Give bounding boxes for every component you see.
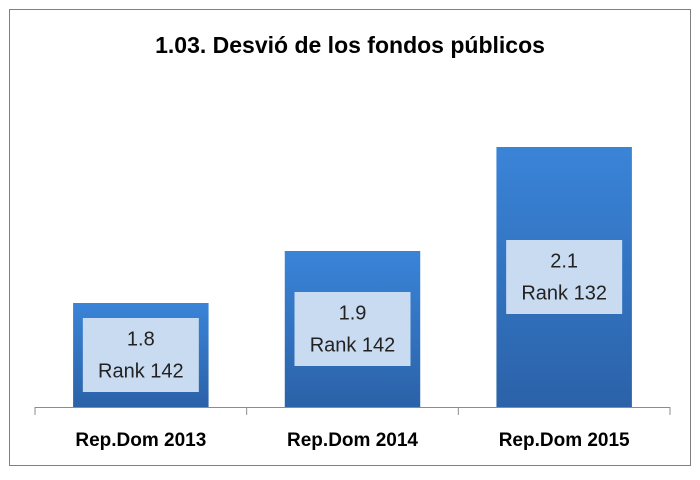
data-label-box [82,318,199,392]
data-label: 1.8 [127,328,155,350]
x-tick-label: Rep.Dom 2015 [499,430,630,451]
data-label: 1.9 [339,302,367,324]
x-tick-label: Rep.Dom 2013 [75,430,206,451]
data-label-box [506,240,623,314]
chart-title: 1.03. Desvió de los fondos públicos [155,32,545,58]
rank-label: Rank 142 [310,334,396,356]
x-tick-label: Rep.Dom 2014 [287,430,418,451]
rank-label: Rank 142 [98,360,184,382]
data-label-box [294,292,411,366]
data-label: 2.1 [550,250,578,272]
rank-label: Rank 132 [521,282,607,304]
